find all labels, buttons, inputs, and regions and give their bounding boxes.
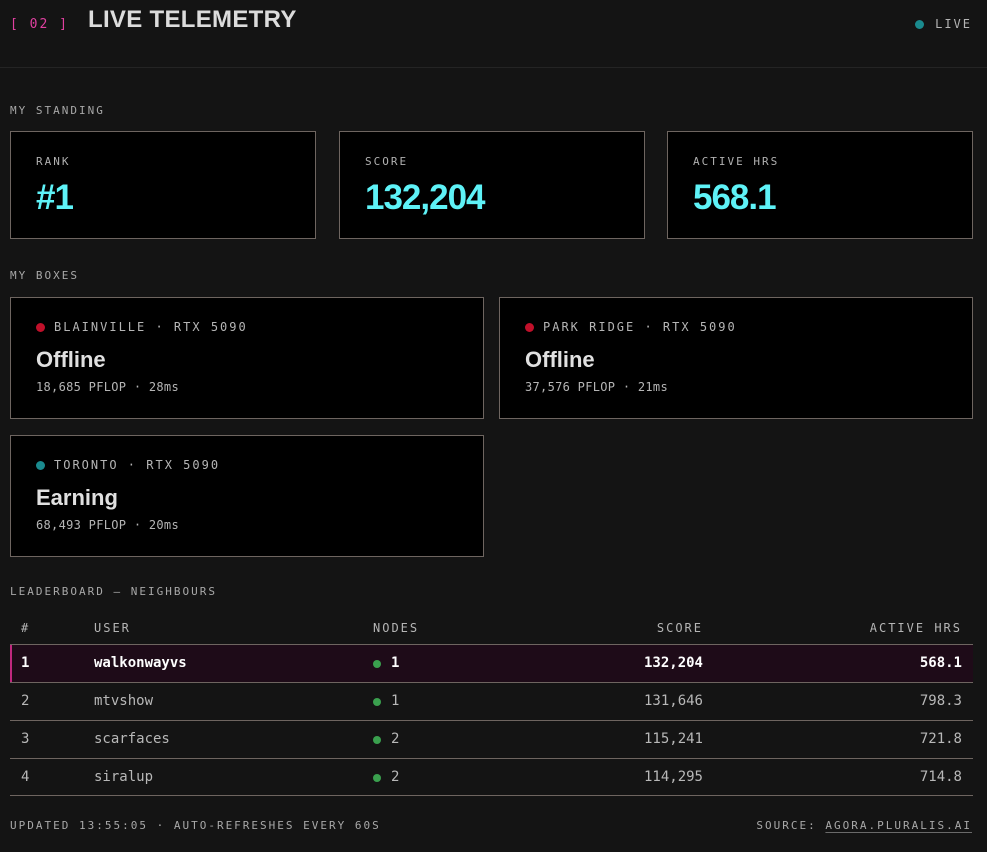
row-user: scarfaces bbox=[94, 731, 170, 747]
row-user: walkonwayvs bbox=[94, 655, 187, 671]
score-label: SCORE bbox=[365, 155, 409, 168]
row-rank: 3 bbox=[21, 731, 30, 747]
offline-status-dot-icon bbox=[36, 322, 45, 332]
score-value: 132,204 bbox=[365, 178, 486, 217]
box-name: BLAINVILLE · RTX 5090 bbox=[54, 320, 248, 334]
box-name: TORONTO · RTX 5090 bbox=[54, 458, 221, 472]
rank-value: #1 bbox=[36, 178, 74, 217]
node-dot-icon bbox=[373, 735, 381, 744]
box-card-park-ridge[interactable]: PARK RIDGE · RTX 5090 Offline 37,576 PFL… bbox=[499, 297, 973, 419]
row-score: 115,241 bbox=[643, 731, 703, 747]
leaderboard-label: LEADERBOARD — NEIGHBOURS bbox=[10, 585, 217, 598]
row-rank: 4 bbox=[21, 769, 30, 785]
table-row-self[interactable]: 1 walkonwayvs 1 132,204 568.1 bbox=[10, 644, 973, 682]
updated-timestamp: UPDATED 13:55:05 · AUTO-REFRESHES EVERY … bbox=[10, 819, 381, 832]
source-link[interactable]: AGORA.PLURALIS.AI bbox=[825, 819, 972, 832]
active-hrs-card: ACTIVE HRS 568.1 bbox=[667, 131, 973, 239]
active-hrs-label: ACTIVE HRS bbox=[693, 155, 780, 168]
my-boxes-label: MY BOXES bbox=[10, 269, 79, 282]
row-nodes: 2 bbox=[373, 759, 399, 796]
box-header: TORONTO · RTX 5090 bbox=[36, 458, 220, 472]
row-active-hrs: 568.1 bbox=[919, 655, 962, 671]
row-user: siralup bbox=[94, 769, 154, 785]
table-header: # USER NODES SCORE ACTIVE HRS bbox=[10, 608, 973, 644]
box-status: Earning bbox=[36, 485, 118, 510]
box-status: Offline bbox=[525, 347, 595, 372]
source-attribution: SOURCE: AGORA.PLURALIS.AI bbox=[756, 819, 972, 832]
source-label: SOURCE: bbox=[756, 819, 817, 832]
node-dot-icon bbox=[373, 659, 381, 668]
box-name: PARK RIDGE · RTX 5090 bbox=[543, 320, 737, 334]
row-nodes-count: 2 bbox=[391, 769, 400, 785]
box-header: BLAINVILLE · RTX 5090 bbox=[36, 320, 248, 334]
offline-status-dot-icon bbox=[525, 322, 534, 332]
row-active-hrs: 721.8 bbox=[919, 731, 962, 747]
row-score: 114,295 bbox=[643, 769, 703, 785]
column-header-nodes[interactable]: NODES bbox=[373, 621, 420, 635]
node-dot-icon bbox=[373, 773, 381, 782]
live-status-dot-icon bbox=[915, 19, 925, 29]
section-number: [ 02 ] bbox=[10, 17, 69, 32]
table-row[interactable]: 2 mtvshow 1 131,646 798.3 bbox=[10, 682, 973, 720]
row-score: 132,204 bbox=[643, 655, 703, 671]
header: [ 02 ] LIVE TELEMETRY LIVE bbox=[0, 0, 987, 68]
active-hrs-value: 568.1 bbox=[693, 178, 777, 217]
live-label: LIVE bbox=[935, 17, 972, 31]
row-score: 131,646 bbox=[643, 693, 703, 709]
column-header-rank[interactable]: # bbox=[21, 621, 31, 635]
row-nodes-count: 1 bbox=[391, 655, 400, 671]
table-row[interactable]: 4 siralup 2 114,295 714.8 bbox=[10, 758, 973, 796]
table-row[interactable]: 3 scarfaces 2 115,241 721.8 bbox=[10, 720, 973, 758]
column-header-active-hrs[interactable]: ACTIVE HRS bbox=[869, 621, 962, 635]
row-nodes-count: 2 bbox=[391, 731, 400, 747]
page-title: LIVE TELEMETRY bbox=[88, 6, 297, 33]
live-indicator: LIVE bbox=[915, 17, 972, 31]
rank-label: RANK bbox=[36, 155, 71, 168]
rank-card: RANK #1 bbox=[10, 131, 316, 239]
row-active-hrs: 714.8 bbox=[919, 769, 962, 785]
online-status-dot-icon bbox=[36, 460, 45, 470]
column-header-user[interactable]: USER bbox=[94, 621, 131, 635]
row-active-hrs: 798.3 bbox=[919, 693, 962, 709]
score-card: SCORE 132,204 bbox=[339, 131, 645, 239]
row-user: mtvshow bbox=[94, 693, 154, 709]
box-metrics: 68,493 PFLOP · 20ms bbox=[36, 518, 179, 532]
row-rank: 2 bbox=[21, 693, 30, 709]
column-header-score[interactable]: SCORE bbox=[656, 621, 703, 635]
row-rank: 1 bbox=[21, 655, 30, 671]
box-header: PARK RIDGE · RTX 5090 bbox=[525, 320, 737, 334]
row-nodes: 1 bbox=[373, 683, 399, 720]
my-standing-label: MY STANDING bbox=[10, 104, 105, 117]
row-nodes: 2 bbox=[373, 721, 399, 758]
box-card-blainville[interactable]: BLAINVILLE · RTX 5090 Offline 18,685 PFL… bbox=[10, 297, 484, 419]
leaderboard-table: # USER NODES SCORE ACTIVE HRS 1 walkonwa… bbox=[10, 608, 973, 796]
box-metrics: 37,576 PFLOP · 21ms bbox=[525, 380, 668, 394]
box-status: Offline bbox=[36, 347, 106, 372]
row-nodes-count: 1 bbox=[391, 693, 400, 709]
row-nodes: 1 bbox=[373, 645, 399, 682]
node-dot-icon bbox=[373, 697, 381, 706]
box-card-toronto[interactable]: TORONTO · RTX 5090 Earning 68,493 PFLOP … bbox=[10, 435, 484, 557]
box-metrics: 18,685 PFLOP · 28ms bbox=[36, 380, 179, 394]
